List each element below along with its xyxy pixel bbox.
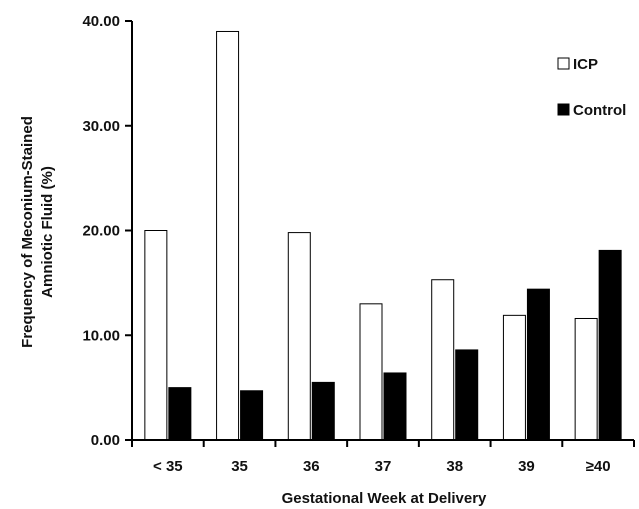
legend-label-icp: ICP <box>573 56 598 73</box>
y-tick-label: 40.00 <box>82 13 120 30</box>
x-tick-label: < 35 <box>153 458 183 475</box>
x-axis: < 35 35 36 37 38 39 ≥40 <box>131 440 635 475</box>
bar-control <box>240 390 264 441</box>
bar-icp <box>574 317 598 441</box>
bar-control <box>168 387 192 441</box>
x-tick-label: 38 <box>446 458 463 475</box>
legend-swatch-icp <box>557 57 570 70</box>
x-tick-label: 36 <box>303 458 320 475</box>
y-axis-title-line-1: Frequency of Meconium-Stained <box>19 116 36 348</box>
y-tick-label: 10.00 <box>82 327 120 344</box>
y-axis-title-line-2: Amniotic Fluid (%) <box>39 166 56 298</box>
bars <box>144 30 622 441</box>
y-tick-label: 0.00 <box>91 432 120 449</box>
x-tick-label: 37 <box>375 458 392 475</box>
bar-icp <box>287 232 311 441</box>
legend-swatch-control <box>557 103 570 116</box>
bar-icp <box>144 230 168 441</box>
x-tick-label: 39 <box>518 458 535 475</box>
bar-control <box>383 372 407 441</box>
y-axis: 0.00 10.00 20.00 30.00 40.00 <box>82 13 132 449</box>
x-tick-label: ≥40 <box>586 458 611 475</box>
x-tick-label: 35 <box>231 458 248 475</box>
bar-icp <box>431 279 455 441</box>
y-tick-label: 20.00 <box>82 223 120 240</box>
bar-control <box>598 249 622 441</box>
bar-icp <box>502 314 526 441</box>
bar-icp <box>216 30 240 441</box>
y-axis-title: Frequency of Meconium-Stained Amniotic F… <box>19 116 56 348</box>
legend-label-control: Control <box>573 102 626 119</box>
bar-control <box>455 349 479 441</box>
legend: ICP Control <box>557 56 626 119</box>
bar-icp <box>359 303 383 441</box>
y-tick-label: 30.00 <box>82 118 120 135</box>
bar-control <box>311 381 335 441</box>
bar-control <box>526 288 550 441</box>
x-axis-title: Gestational Week at Delivery <box>282 490 487 507</box>
